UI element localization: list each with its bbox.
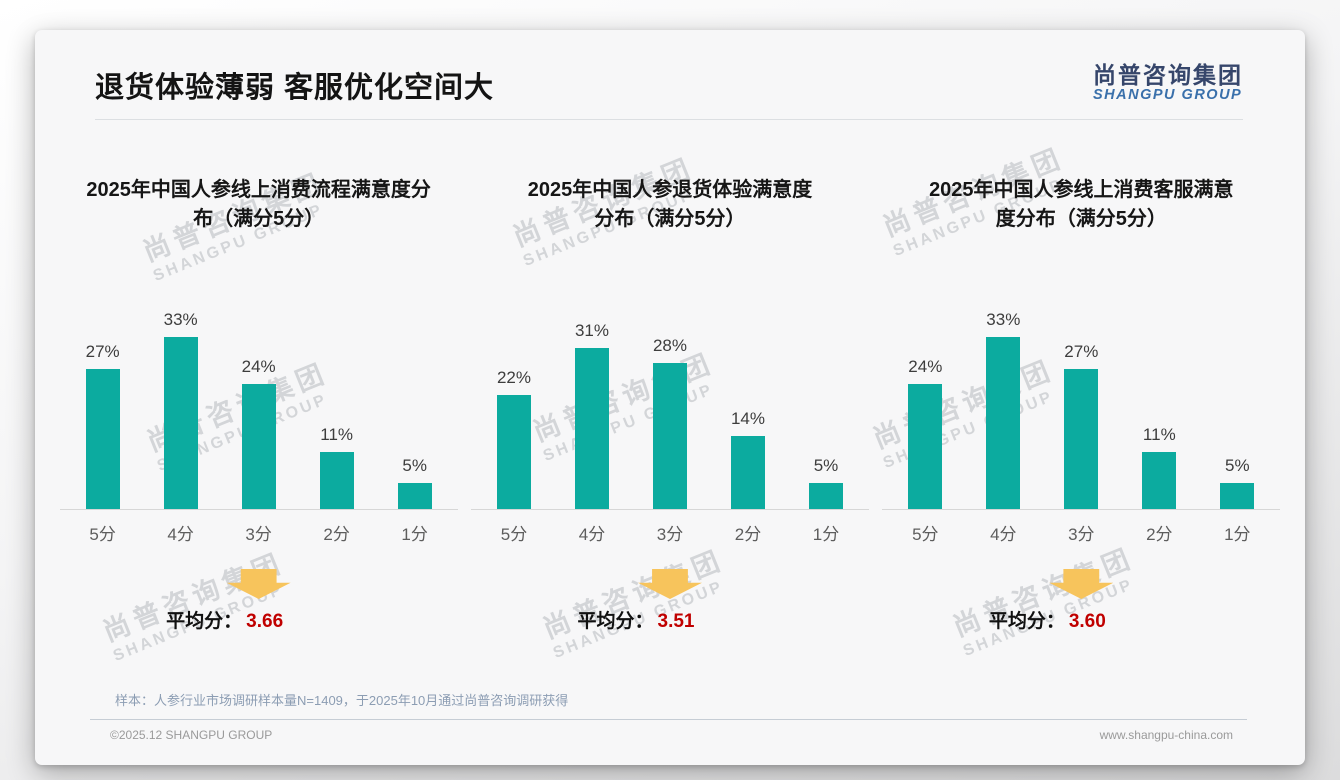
average-value: 3.66: [246, 611, 284, 632]
charts-row: 2025年中国人参线上消费流程满意度分 布（满分5分） 27% 33% 24% 11%…: [53, 176, 1287, 633]
logo-english-name: SHANGPU GROUP: [1093, 87, 1243, 104]
bar-value-label: 11%: [320, 424, 354, 444]
bar: [319, 451, 354, 509]
average-label: 平均分：: [988, 611, 1065, 632]
average-label: 平均分：: [166, 611, 243, 632]
arrow-down-icon: [637, 569, 702, 599]
bar-value-label: 5%: [1225, 456, 1250, 475]
bar-value-label: 11%: [1142, 424, 1176, 444]
bar: [908, 384, 943, 509]
slide-card: 尚普咨询集团 SHANGPU GROUP 尚普咨询集团 SHANGPU GROUP 尚普…: [35, 30, 1305, 765]
logo-chinese-name: 尚普咨询集团: [1093, 61, 1243, 88]
website-text: www.shangpu-china.com: [1099, 728, 1233, 742]
bar-cell: 27%: [64, 342, 142, 509]
x-axis-label: 4分: [167, 525, 194, 544]
bar-cell: 33%: [142, 310, 220, 509]
x-axis: 5分 4分 3分 2分 1分: [882, 510, 1280, 545]
bar: [652, 363, 687, 509]
x-axis: 5分 4分 3分 2分 1分: [60, 510, 458, 545]
bar: [397, 483, 432, 509]
x-axis-label: 2分: [1146, 525, 1173, 544]
plot: 22% 31% 28% 14% 5%: [470, 304, 869, 510]
x-axis-label: 1分: [1224, 525, 1251, 544]
x-axis-label: 3分: [656, 525, 684, 544]
bar-cell: 27%: [1042, 342, 1120, 509]
sample-note: 样本：人参行业市场调研样本量N=1409，于2025年10月通过尚普咨询调研获得: [115, 693, 569, 708]
footer-divider: [90, 719, 1247, 720]
x-axis-label: 2分: [734, 525, 762, 544]
bar-cell: 11%: [1120, 425, 1198, 509]
bar: [574, 347, 609, 509]
company-logo: 尚普咨询集团 SHANGPU GROUP: [1093, 61, 1243, 106]
bar: [730, 436, 765, 509]
plot: 27% 33% 24% 11% 5%: [59, 304, 458, 510]
chart-return-satisfaction: 2025年中国人参退货体验满意度 分布（满分5分） 22% 31% 28% 14% 5%…: [464, 176, 875, 633]
bar: [808, 483, 843, 509]
bar: [163, 337, 198, 509]
bar-cell: 31%: [553, 321, 631, 509]
header: 退货体验薄弱 客服优化空间大 尚普咨询集团 SHANGPU GROUP: [95, 30, 1243, 120]
bar-cell: 5%: [787, 456, 865, 509]
bar-value-label: 24%: [908, 357, 943, 377]
bar-value-label: 24%: [241, 357, 276, 377]
chart-title: 2025年中国人参线上消费客服满意 度分布（满分5分）: [929, 179, 1234, 230]
x-axis-label: 5分: [500, 525, 528, 544]
x-axis-label: 1分: [812, 525, 840, 544]
bar-value-label: 5%: [813, 456, 839, 475]
average-value: 3.51: [657, 611, 695, 632]
bar-value-label: 14%: [730, 409, 765, 429]
arrow-down-icon: [1049, 569, 1114, 599]
bar-value-label: 33%: [986, 310, 1021, 330]
average-value: 3.60: [1068, 611, 1106, 632]
bar: [496, 394, 531, 509]
bar-cell: 5%: [376, 456, 454, 509]
arrow-down-icon: [226, 569, 291, 599]
x-axis-label: 5分: [89, 525, 116, 544]
bar-value-label: 22%: [496, 367, 531, 387]
x-axis-label: 3分: [1068, 525, 1095, 544]
bar-cell: 28%: [631, 336, 709, 509]
bar-value-label: 28%: [652, 336, 687, 356]
bar-cell: 11%: [298, 425, 376, 509]
bar-value-label: 27%: [85, 341, 120, 361]
average-score: 平均分： 3.51: [577, 606, 694, 633]
bar: [1142, 451, 1177, 509]
x-axis-label: 3分: [245, 525, 272, 544]
x-axis: 5分 4分 3分 2分 1分: [471, 510, 869, 545]
bar: [241, 384, 276, 509]
x-axis-label: 4分: [990, 525, 1017, 544]
bar-cell: 33%: [964, 310, 1042, 509]
average-score: 平均分： 3.66: [166, 606, 283, 633]
page-title: 退货体验薄弱 客服优化空间大: [95, 72, 495, 104]
bar-cell: 14%: [709, 409, 787, 509]
bar-cell: 24%: [220, 357, 298, 509]
x-axis-label: 2分: [323, 525, 350, 544]
bar: [986, 337, 1021, 509]
chart-service-satisfaction: 2025年中国人参线上消费客服满意 度分布（满分5分） 24% 33% 27% 11%…: [876, 176, 1287, 633]
bar: [1064, 368, 1099, 509]
chart-process-satisfaction: 2025年中国人参线上消费流程满意度分 布（满分5分） 27% 33% 24% 11%…: [53, 176, 464, 633]
bar-value-label: 31%: [574, 320, 609, 340]
bar-cell: 5%: [1198, 456, 1276, 509]
x-axis-label: 5分: [912, 525, 939, 544]
bar-cell: 22%: [475, 368, 553, 509]
bar: [85, 368, 120, 509]
x-axis-label: 4分: [578, 525, 606, 544]
chart-title: 2025年中国人参退货体验满意度 分布（满分5分）: [527, 179, 813, 230]
bar-value-label: 33%: [163, 310, 198, 330]
bar: [1220, 483, 1255, 509]
footer-row: ©2025.12 SHANGPU GROUP www.shangpu-china…: [110, 728, 1233, 742]
copyright-text: ©2025.12 SHANGPU GROUP: [110, 728, 273, 742]
bar-value-label: 27%: [1064, 341, 1099, 361]
x-axis-label: 1分: [401, 525, 428, 544]
bar-value-label: 5%: [402, 456, 427, 475]
plot: 24% 33% 27% 11% 5%: [882, 304, 1281, 510]
average-label: 平均分：: [577, 611, 654, 632]
chart-title: 2025年中国人参线上消费流程满意度分 布（满分5分）: [86, 179, 431, 230]
average-score: 平均分： 3.60: [989, 606, 1106, 633]
bar-cell: 24%: [886, 357, 964, 509]
